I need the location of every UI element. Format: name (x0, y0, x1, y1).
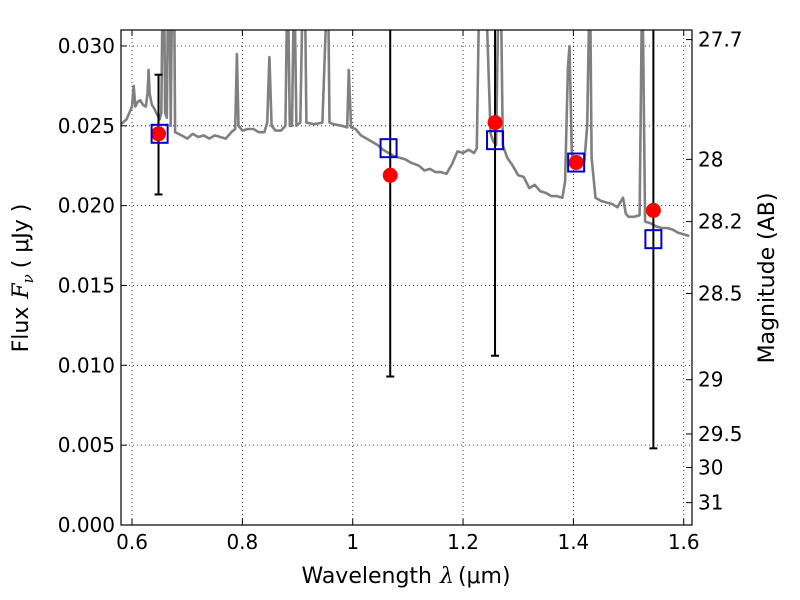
model-flux-square (150, 123, 169, 144)
observed-flux-point (645, 202, 661, 218)
x-tick-label: 1 (346, 530, 359, 554)
model-points-layer (150, 123, 663, 250)
observed-flux-point (568, 155, 584, 171)
x-tick-label: 0.6 (116, 530, 148, 554)
observed-flux-point (487, 115, 503, 131)
y2-axis-label: Magnitude (AB) (755, 193, 780, 364)
model-flux-square (379, 138, 398, 159)
y2-tick-label: 30 (698, 456, 723, 480)
model-flux-square (567, 152, 586, 173)
y2-tick-label: 28.2 (698, 210, 743, 234)
y2-tick-label: 28 (698, 147, 723, 171)
y-axis-label: FluxFν( μJy ) (9, 204, 37, 353)
y-tick-label: 0.005 (58, 433, 115, 457)
model-flux-square (644, 229, 663, 250)
grid (121, 30, 692, 526)
observed-flux-point (382, 167, 398, 183)
observed-points-layer (151, 115, 661, 218)
x-tick-label: 0.8 (226, 530, 258, 554)
model-flux-square (486, 130, 505, 151)
y2-tick-label: 31 (698, 491, 723, 515)
tick-layer: 0.6 0.8 1 1.2 1.4 1.6 0.000 0.005 0.010 0.015 0.02… (58, 28, 743, 554)
y2-tick-label: 28.5 (698, 281, 743, 305)
observed-flux-point (151, 126, 167, 142)
y2-tick-label: 27.7 (698, 28, 743, 52)
x-tick-label: 1.2 (447, 530, 479, 554)
x-tick-label: 1.4 (557, 530, 589, 554)
y-tick-label: 0.025 (58, 114, 115, 138)
y2-tick-label: 29.5 (698, 422, 743, 446)
errorbar-layer (154, 30, 658, 450)
y-tick-label: 0.000 (58, 513, 115, 537)
x-axis-label: Wavelength λ (μm) (301, 564, 510, 589)
x-tick-label: 1.6 (668, 530, 700, 554)
plot-frame (120, 29, 693, 526)
y-tick-label: 0.015 (58, 273, 115, 297)
y-tick-label: 0.020 (58, 194, 115, 218)
y-tick-label: 0.010 (58, 353, 115, 377)
y2-tick-label: 29 (698, 368, 723, 392)
y-tick-label: 0.030 (58, 34, 115, 58)
